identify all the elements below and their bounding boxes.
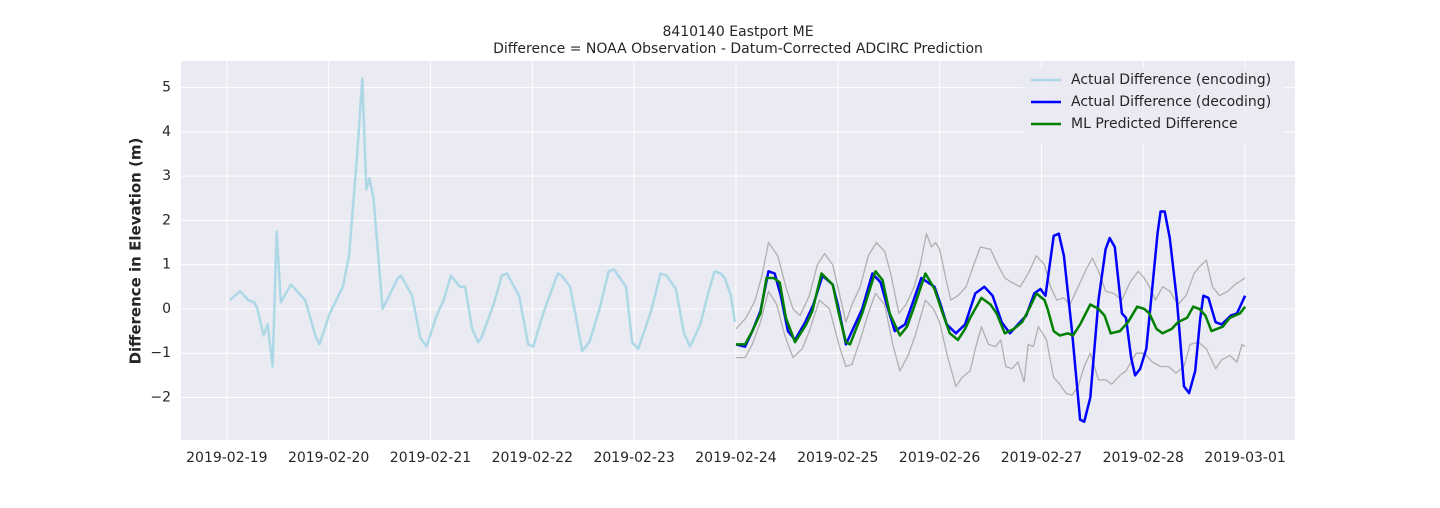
legend-label: Actual Difference (decoding) <box>1071 94 1271 110</box>
x-tick-label: 2019-03-01 <box>1204 450 1285 466</box>
x-tick-label: 2019-02-22 <box>492 450 573 466</box>
x-tick-label: 2019-02-24 <box>695 450 776 466</box>
series-line <box>735 233 1246 330</box>
legend: Actual Difference (encoding) Actual Diffe… <box>1023 68 1285 144</box>
grid <box>181 61 1295 440</box>
y-tick-label: 5 <box>162 80 171 96</box>
x-tick-label: 2019-02-27 <box>1001 450 1082 466</box>
chart-title: 8410140 Eastport ME <box>662 24 813 40</box>
chart-subtitle: Difference = NOAA Observation - Datum-Co… <box>493 41 983 57</box>
y-tick-label: 2 <box>162 212 171 228</box>
x-tick-label: 2019-02-20 <box>288 450 369 466</box>
x-tick-label: 2019-02-23 <box>593 450 674 466</box>
y-tick-label: 1 <box>162 257 171 273</box>
lines <box>229 77 1247 424</box>
legend-label: ML Predicted Difference <box>1071 116 1238 132</box>
y-tick-label: −1 <box>150 345 171 361</box>
y-axis-label: Difference in Elevation (m) <box>127 138 145 365</box>
series-line <box>229 77 737 368</box>
x-tick-label: 2019-02-25 <box>797 450 878 466</box>
x-tick-label: 2019-02-28 <box>1103 450 1184 466</box>
y-tick-label: 0 <box>162 301 171 317</box>
series-line <box>736 290 1246 396</box>
x-tick-label: 2019-02-21 <box>390 450 471 466</box>
series-line <box>736 270 1247 346</box>
legend-box <box>1023 68 1285 144</box>
x-tick-label: 2019-02-19 <box>186 450 267 466</box>
y-tick-label: 3 <box>162 168 171 184</box>
x-tick-label: 2019-02-26 <box>899 450 980 466</box>
y-tick-label: 4 <box>162 124 171 140</box>
legend-label: Actual Difference (encoding) <box>1071 72 1271 88</box>
y-tick-label: −2 <box>150 389 171 405</box>
